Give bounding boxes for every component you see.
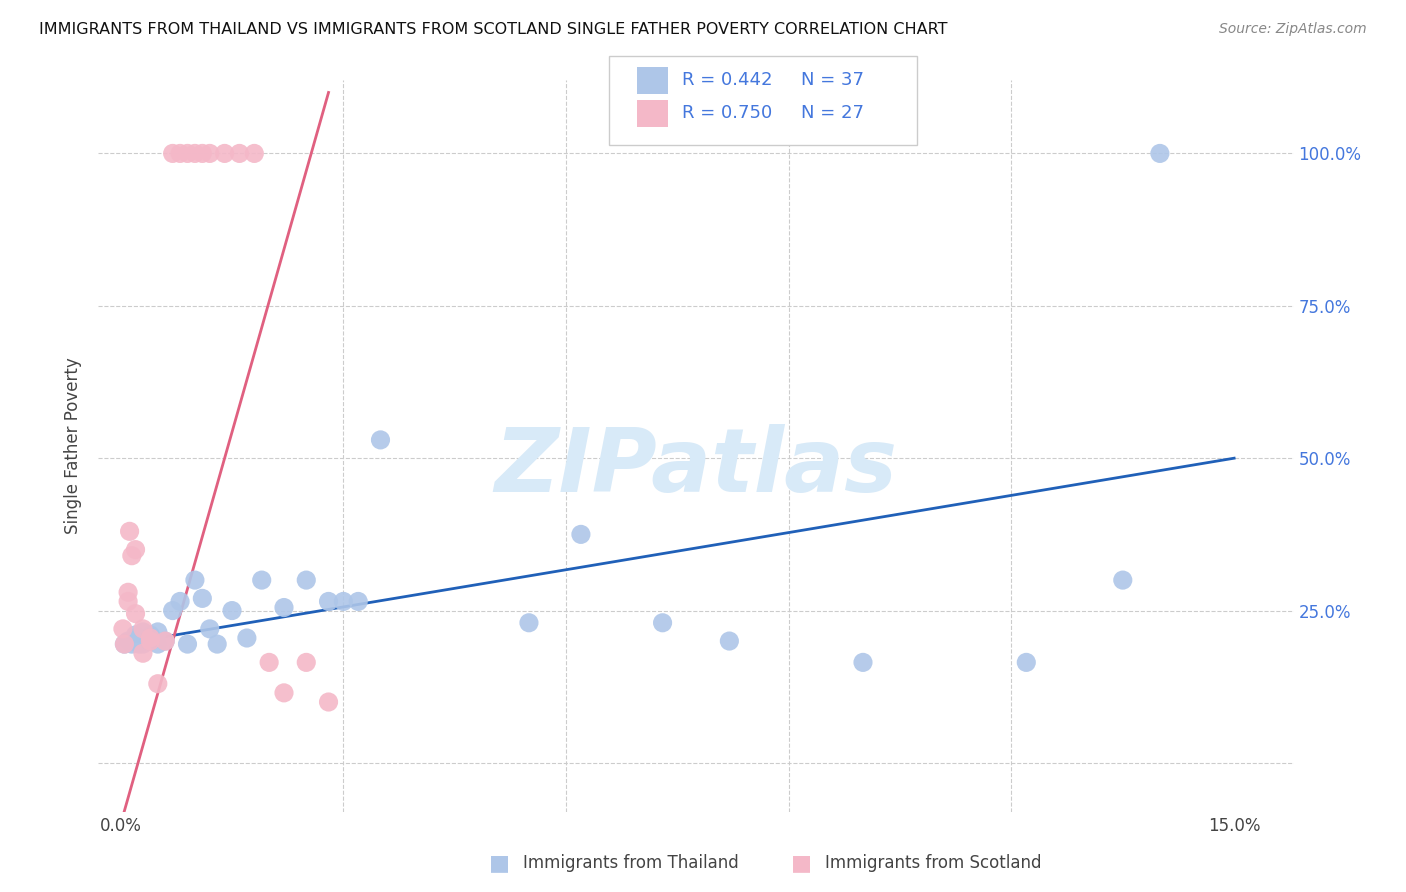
Point bbox=[517, 615, 540, 630]
Point bbox=[318, 695, 340, 709]
Point bbox=[124, 542, 146, 557]
Point bbox=[569, 527, 592, 541]
Point bbox=[132, 637, 155, 651]
Point bbox=[111, 622, 134, 636]
Point bbox=[257, 656, 280, 670]
Point bbox=[146, 676, 169, 690]
Point bbox=[162, 604, 184, 618]
Point bbox=[132, 622, 155, 636]
Point bbox=[184, 573, 207, 587]
Point bbox=[1149, 146, 1171, 161]
Point bbox=[124, 631, 146, 645]
Point bbox=[112, 637, 135, 651]
Point bbox=[139, 634, 162, 648]
Point bbox=[198, 146, 221, 161]
Point bbox=[117, 594, 139, 608]
Point bbox=[191, 591, 214, 606]
Text: Source: ZipAtlas.com: Source: ZipAtlas.com bbox=[1219, 22, 1367, 37]
Text: R = 0.442: R = 0.442 bbox=[682, 71, 772, 89]
Point bbox=[1015, 656, 1038, 670]
Point bbox=[332, 594, 354, 608]
Point bbox=[228, 146, 250, 161]
Text: Immigrants from Scotland: Immigrants from Scotland bbox=[825, 855, 1042, 872]
Point bbox=[236, 631, 259, 645]
Text: N = 37: N = 37 bbox=[801, 71, 865, 89]
Point bbox=[243, 146, 266, 161]
Point bbox=[117, 585, 139, 599]
Point bbox=[112, 637, 135, 651]
Point bbox=[273, 686, 295, 700]
Point bbox=[221, 604, 243, 618]
Point bbox=[198, 622, 221, 636]
Point bbox=[139, 634, 162, 648]
Point bbox=[169, 594, 191, 608]
Point bbox=[718, 634, 741, 648]
Point bbox=[250, 573, 273, 587]
Point bbox=[295, 573, 318, 587]
Point bbox=[124, 607, 146, 621]
Point bbox=[184, 146, 207, 161]
Point bbox=[1112, 573, 1135, 587]
Text: Immigrants from Thailand: Immigrants from Thailand bbox=[523, 855, 738, 872]
Text: IMMIGRANTS FROM THAILAND VS IMMIGRANTS FROM SCOTLAND SINGLE FATHER POVERTY CORRE: IMMIGRANTS FROM THAILAND VS IMMIGRANTS F… bbox=[39, 22, 948, 37]
Point bbox=[162, 146, 184, 161]
Point bbox=[176, 637, 198, 651]
Point bbox=[117, 634, 139, 648]
Point bbox=[155, 634, 177, 648]
Text: ZIPatlas: ZIPatlas bbox=[495, 425, 897, 511]
Point bbox=[169, 146, 191, 161]
Text: N = 27: N = 27 bbox=[801, 104, 865, 122]
Point bbox=[146, 624, 169, 639]
Point bbox=[124, 628, 146, 642]
Point bbox=[214, 146, 236, 161]
Point bbox=[295, 656, 318, 670]
Point bbox=[370, 433, 392, 447]
Point bbox=[852, 656, 875, 670]
Point bbox=[118, 524, 141, 539]
Point bbox=[273, 600, 295, 615]
Point bbox=[121, 549, 143, 563]
Point bbox=[128, 637, 150, 651]
Point bbox=[155, 634, 177, 648]
Point bbox=[176, 146, 198, 161]
Point bbox=[191, 146, 214, 161]
Point bbox=[139, 631, 162, 645]
Point bbox=[139, 628, 162, 642]
Point bbox=[132, 646, 155, 660]
Text: ■: ■ bbox=[792, 854, 811, 873]
Point bbox=[121, 637, 143, 651]
Point bbox=[146, 637, 169, 651]
Point bbox=[651, 615, 673, 630]
Point bbox=[347, 594, 370, 608]
Point bbox=[132, 624, 155, 639]
Y-axis label: Single Father Poverty: Single Father Poverty bbox=[65, 358, 83, 534]
Point bbox=[205, 637, 228, 651]
Text: ■: ■ bbox=[489, 854, 509, 873]
Point bbox=[318, 594, 340, 608]
Text: R = 0.750: R = 0.750 bbox=[682, 104, 772, 122]
